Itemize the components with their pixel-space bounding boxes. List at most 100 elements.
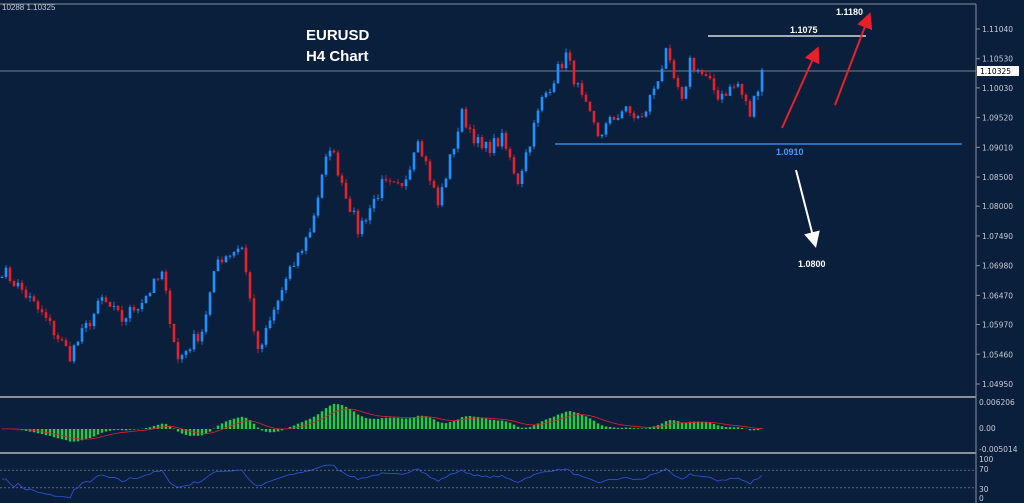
down-arrow-icon bbox=[795, 169, 820, 248]
candle bbox=[604, 121, 608, 137]
candle bbox=[152, 278, 156, 294]
candle-body bbox=[492, 138, 496, 154]
candle bbox=[676, 74, 680, 90]
candle-body bbox=[164, 271, 168, 291]
candle-body bbox=[608, 116, 612, 124]
candle bbox=[392, 181, 396, 183]
candle bbox=[264, 325, 268, 348]
y-tick-label: 1.06980 bbox=[982, 262, 1013, 271]
candle-body bbox=[364, 220, 368, 222]
candle-body bbox=[520, 170, 524, 185]
y-tick-label: 1.05460 bbox=[982, 350, 1013, 359]
candle-body bbox=[444, 178, 448, 188]
candle-body bbox=[740, 84, 744, 95]
candle-body bbox=[344, 182, 348, 199]
candle-body bbox=[320, 174, 324, 198]
candle-body bbox=[484, 141, 488, 149]
candle bbox=[456, 127, 460, 153]
candle bbox=[532, 120, 536, 150]
current-price-box bbox=[977, 66, 1019, 76]
candle bbox=[248, 270, 252, 303]
candle-body bbox=[36, 301, 40, 310]
candle-body bbox=[168, 290, 172, 324]
rsi-tick-label: 70 bbox=[979, 465, 989, 474]
candle-body bbox=[516, 173, 520, 185]
candle-body bbox=[732, 86, 736, 88]
candle bbox=[300, 249, 304, 255]
candle-body bbox=[300, 250, 304, 253]
candle-body bbox=[380, 179, 384, 198]
candle bbox=[368, 205, 372, 225]
candle bbox=[496, 136, 500, 148]
candle bbox=[224, 254, 228, 263]
candle-body bbox=[424, 156, 428, 162]
up-arrow-icon bbox=[834, 12, 873, 106]
candle bbox=[84, 320, 88, 333]
candle-body bbox=[436, 187, 440, 206]
candle bbox=[424, 155, 428, 166]
symbol-label: EURUSD bbox=[306, 27, 370, 44]
candle bbox=[96, 298, 100, 315]
candle-body bbox=[92, 313, 96, 327]
candle-body bbox=[512, 157, 516, 174]
candle-body bbox=[284, 278, 288, 291]
candle-body bbox=[452, 148, 456, 155]
candle bbox=[280, 287, 284, 302]
candle-body bbox=[44, 312, 48, 318]
candle bbox=[184, 349, 188, 359]
candle bbox=[12, 279, 16, 287]
candle-body bbox=[140, 302, 144, 310]
candle-body bbox=[268, 320, 272, 328]
candle-body bbox=[568, 52, 572, 61]
candle-body bbox=[228, 255, 232, 257]
candle bbox=[332, 148, 336, 154]
candle-body bbox=[536, 110, 540, 123]
candle-body bbox=[340, 175, 344, 183]
candle bbox=[80, 324, 84, 344]
candle-body bbox=[668, 48, 672, 61]
candle bbox=[728, 84, 732, 97]
candle bbox=[476, 133, 480, 148]
candle-body bbox=[172, 323, 176, 343]
candle bbox=[52, 320, 56, 340]
candle bbox=[232, 251, 236, 259]
candle-body bbox=[232, 252, 236, 256]
candle-body bbox=[0, 277, 4, 279]
candle bbox=[112, 301, 116, 311]
candle bbox=[136, 308, 140, 314]
y-tick-label: 1.09010 bbox=[982, 143, 1013, 152]
y-tick-label: 1.08000 bbox=[982, 202, 1013, 211]
candle-body bbox=[16, 282, 20, 287]
candle-body bbox=[252, 298, 256, 332]
candle bbox=[236, 245, 240, 255]
candle bbox=[76, 340, 80, 347]
candle bbox=[400, 182, 404, 189]
candle-body bbox=[588, 101, 592, 111]
candle-body bbox=[432, 180, 436, 188]
candle-body bbox=[220, 259, 224, 263]
candle bbox=[436, 184, 440, 209]
candle bbox=[624, 105, 628, 113]
candle-body bbox=[388, 180, 392, 182]
candle bbox=[60, 336, 64, 342]
candle-body bbox=[236, 248, 240, 253]
candle-body bbox=[304, 237, 308, 251]
candle-body bbox=[504, 132, 508, 149]
candle bbox=[160, 270, 164, 281]
candle-body bbox=[656, 81, 660, 89]
candle bbox=[328, 147, 332, 161]
candle bbox=[572, 60, 576, 88]
candle bbox=[608, 115, 612, 126]
candle bbox=[72, 343, 76, 364]
candle bbox=[196, 331, 200, 344]
candle-body bbox=[604, 123, 608, 135]
rsi-tick-label: 0 bbox=[979, 494, 984, 503]
candle-body bbox=[560, 64, 564, 69]
candle bbox=[672, 58, 676, 80]
candle-body bbox=[392, 181, 396, 183]
candle bbox=[68, 341, 72, 363]
candle-body bbox=[196, 333, 200, 342]
candle bbox=[56, 332, 60, 343]
